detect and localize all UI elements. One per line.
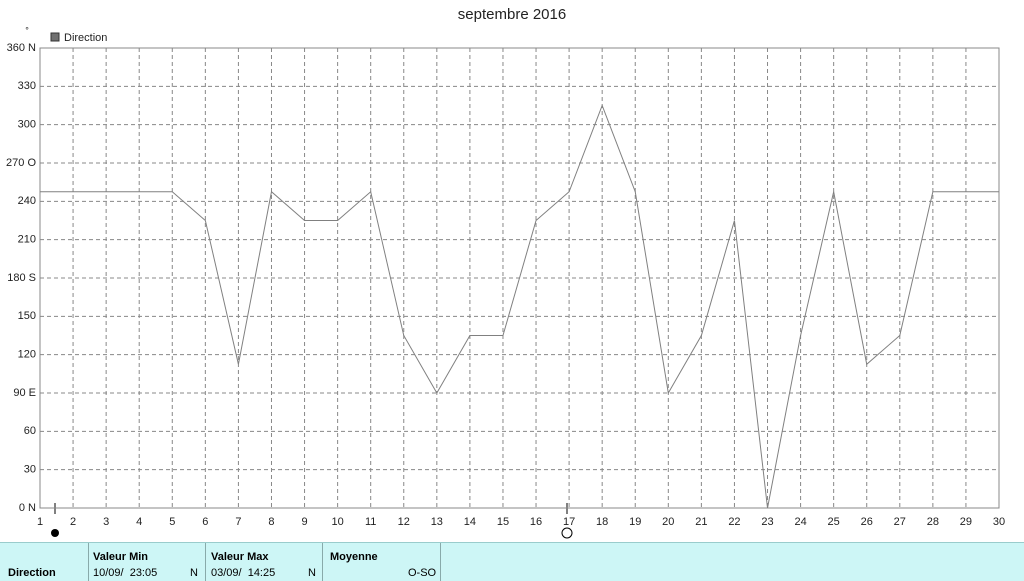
y-tick-label: 300 bbox=[18, 119, 36, 131]
y-tick-label: 360 N bbox=[7, 42, 36, 54]
direction: N bbox=[190, 567, 198, 579]
x-tick-label: 25 bbox=[828, 516, 840, 528]
summary-panel: Direction Valeur Min 10/09/ 23:05 N Vale… bbox=[0, 542, 1024, 581]
x-tick-label: 29 bbox=[960, 516, 972, 528]
summary-cell: Direction bbox=[0, 543, 89, 581]
row-label: Direction bbox=[8, 567, 56, 579]
x-tick-label: 6 bbox=[202, 516, 208, 528]
x-tick-label: 16 bbox=[530, 516, 542, 528]
y-tick-label: 330 bbox=[18, 80, 36, 92]
x-tick-label: 8 bbox=[268, 516, 274, 528]
data-line bbox=[40, 104, 999, 509]
chart-title: septembre 2016 bbox=[458, 6, 566, 23]
x-tick-label: 9 bbox=[301, 516, 307, 528]
y-tick-label: 210 bbox=[18, 234, 36, 246]
y-tick-label: 180 S bbox=[7, 272, 36, 284]
x-tick-label: 19 bbox=[629, 516, 641, 528]
x-tick-label: 14 bbox=[464, 516, 476, 528]
x-tick-label: 15 bbox=[497, 516, 509, 528]
x-tick-label: 17 bbox=[563, 516, 575, 528]
x-tick-label: 12 bbox=[398, 516, 410, 528]
y-tick-label: 120 bbox=[18, 349, 36, 361]
x-tick-label: 1 bbox=[37, 516, 43, 528]
x-tick-label: 13 bbox=[431, 516, 443, 528]
y-tick-label: 240 bbox=[18, 195, 36, 207]
x-tick-label: 23 bbox=[761, 516, 773, 528]
x-tick-label: 10 bbox=[331, 516, 343, 528]
x-tick-label: 24 bbox=[794, 516, 806, 528]
x-tick-label: 4 bbox=[136, 516, 142, 528]
header: Valeur Min bbox=[93, 551, 149, 563]
x-tick-label: 22 bbox=[728, 516, 740, 528]
y-axis-label: ° bbox=[25, 25, 29, 35]
direction: N bbox=[308, 567, 316, 579]
y-tick-label: 30 bbox=[24, 464, 36, 476]
y-tick-label: 150 bbox=[18, 310, 36, 322]
y-tick-label: 0 N bbox=[19, 502, 36, 514]
x-tick-label: 3 bbox=[103, 516, 109, 528]
x-tick-label: 20 bbox=[662, 516, 674, 528]
header: Valeur Max bbox=[211, 551, 269, 563]
y-tick-label: 60 bbox=[24, 425, 36, 437]
x-tick-label: 11 bbox=[365, 516, 376, 528]
summary-cell: Moyenne O-SO bbox=[323, 543, 441, 581]
x-tick-label: 26 bbox=[861, 516, 873, 528]
direction: O-SO bbox=[408, 567, 437, 579]
x-tick-label: 18 bbox=[596, 516, 608, 528]
time: 10/09/ 23:05 bbox=[93, 567, 158, 579]
y-tick-label: 270 O bbox=[6, 157, 36, 169]
moon-icon bbox=[561, 527, 573, 539]
summary-cell: Valeur Min 10/09/ 23:05 N bbox=[88, 543, 206, 581]
legend-label: Direction bbox=[64, 32, 107, 44]
legend-swatch bbox=[50, 32, 60, 42]
x-tick-label: 30 bbox=[993, 516, 1005, 528]
x-tick-label: 2 bbox=[70, 516, 76, 528]
header: Moyenne bbox=[330, 551, 378, 563]
moon-icon bbox=[51, 529, 59, 537]
x-tick-label: 27 bbox=[894, 516, 906, 528]
x-tick-label: 5 bbox=[169, 516, 175, 528]
x-tick-label: 21 bbox=[695, 516, 707, 528]
time: 03/09/ 14:25 bbox=[211, 567, 276, 579]
y-tick-label: 90 E bbox=[13, 387, 36, 399]
x-tick-label: 7 bbox=[235, 516, 241, 528]
summary-cell: Valeur Max 03/09/ 14:25 N bbox=[206, 543, 323, 581]
x-tick-label: 28 bbox=[927, 516, 939, 528]
